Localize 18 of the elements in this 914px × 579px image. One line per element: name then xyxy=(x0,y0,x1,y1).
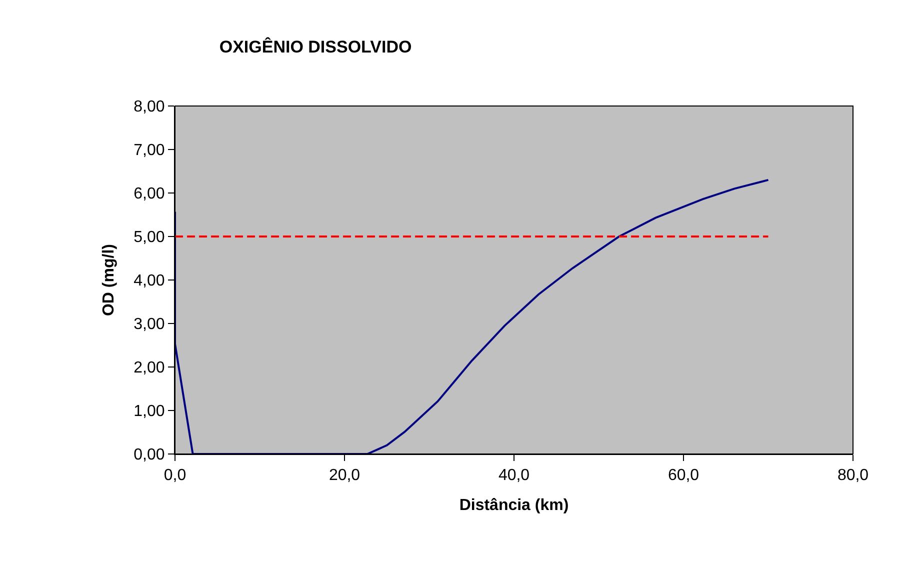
y-tick-label: 2,00 xyxy=(134,360,165,377)
x-axis-title: Distância (km) xyxy=(459,496,569,514)
x-tick-label: 60,0 xyxy=(668,467,700,484)
y-tick-label: 1,00 xyxy=(134,403,165,420)
y-tick-label: 7,00 xyxy=(134,142,165,160)
x-tick-label: 80,0 xyxy=(837,467,869,484)
y-tick-label: 3,00 xyxy=(134,316,165,334)
y-tick-label: 4,00 xyxy=(134,272,165,290)
x-tick-label: 20,0 xyxy=(328,467,360,484)
x-tick-label: 0,0 xyxy=(164,467,186,484)
chart-title: OXIGÊNIO DISSOLVIDO xyxy=(219,36,412,56)
y-tick-label: 5,00 xyxy=(134,229,165,246)
x-tick-label: 40,0 xyxy=(498,467,530,484)
y-tick-label: 0,00 xyxy=(134,446,165,464)
line-series xyxy=(175,178,770,454)
y-tick-label: 6,00 xyxy=(134,186,165,203)
y-axis-title: OD (mg/l) xyxy=(100,244,118,316)
y-tick-label: 8,00 xyxy=(134,98,165,116)
